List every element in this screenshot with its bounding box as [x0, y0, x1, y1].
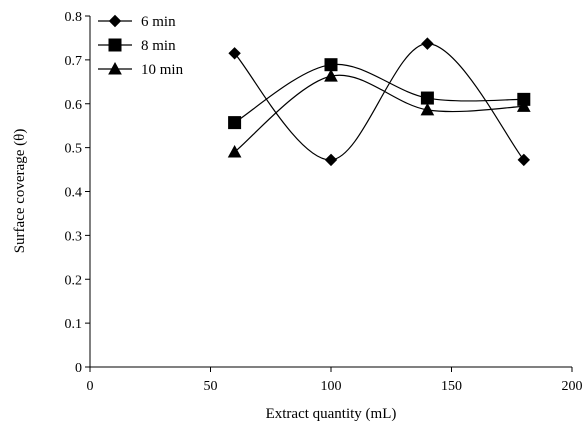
series-layer [227, 37, 531, 167]
x-ticks: 0 50 100 150 200 [87, 367, 583, 394]
y-tick-label: 0.3 [65, 229, 83, 244]
legend: 6 min 8 min 10 min [98, 14, 184, 78]
legend-marker-diamond [108, 14, 122, 28]
data-point-triangle [227, 144, 242, 158]
x-axis-title: Extract quantity (mL) [266, 406, 397, 422]
y-tick-label: 0.2 [65, 273, 83, 288]
x-tick-label: 50 [204, 379, 218, 394]
data-point-diamond [228, 47, 241, 60]
data-point-triangle [516, 99, 531, 112]
series-triangle [227, 69, 531, 158]
legend-marker-square [108, 38, 122, 52]
y-ticks: 0 0.1 0.2 0.3 0.4 0.5 0.6 0.7 0.8 [65, 10, 90, 376]
series-diamond [228, 37, 531, 167]
series-line [234, 74, 524, 153]
series-line [234, 43, 525, 161]
y-tick-label: 0.1 [65, 317, 83, 332]
series-line [234, 63, 524, 124]
y-tick-label: 0.6 [65, 98, 83, 113]
y-axis-title: Surface coverage (θ) [12, 129, 28, 254]
x-tick-label: 200 [562, 379, 583, 394]
y-tick-label: 0.4 [65, 186, 83, 201]
legend-label: 6 min [141, 14, 176, 30]
legend-label: 10 min [141, 62, 184, 78]
data-point-diamond [517, 153, 531, 167]
data-point-triangle [420, 102, 435, 116]
y-tick-label: 0 [75, 361, 82, 376]
data-point-diamond [324, 153, 338, 167]
legend-item: 6 min [98, 14, 176, 30]
data-point-diamond [421, 37, 434, 50]
y-tick-label: 0.8 [65, 10, 83, 25]
legend-item: 10 min [98, 61, 184, 78]
data-point-triangle [324, 69, 338, 82]
legend-item: 8 min [98, 38, 176, 54]
data-point-square [324, 58, 338, 72]
y-tick-label: 0.5 [65, 142, 83, 157]
data-point-square [420, 91, 434, 105]
legend-label: 8 min [141, 38, 176, 54]
x-tick-label: 150 [441, 379, 462, 394]
x-tick-label: 0 [87, 379, 94, 394]
data-point-square [228, 116, 242, 130]
series-square [228, 58, 531, 130]
x-tick-label: 100 [321, 379, 342, 394]
y-tick-label: 0.7 [65, 54, 83, 69]
legend-marker-triangle [108, 61, 122, 75]
